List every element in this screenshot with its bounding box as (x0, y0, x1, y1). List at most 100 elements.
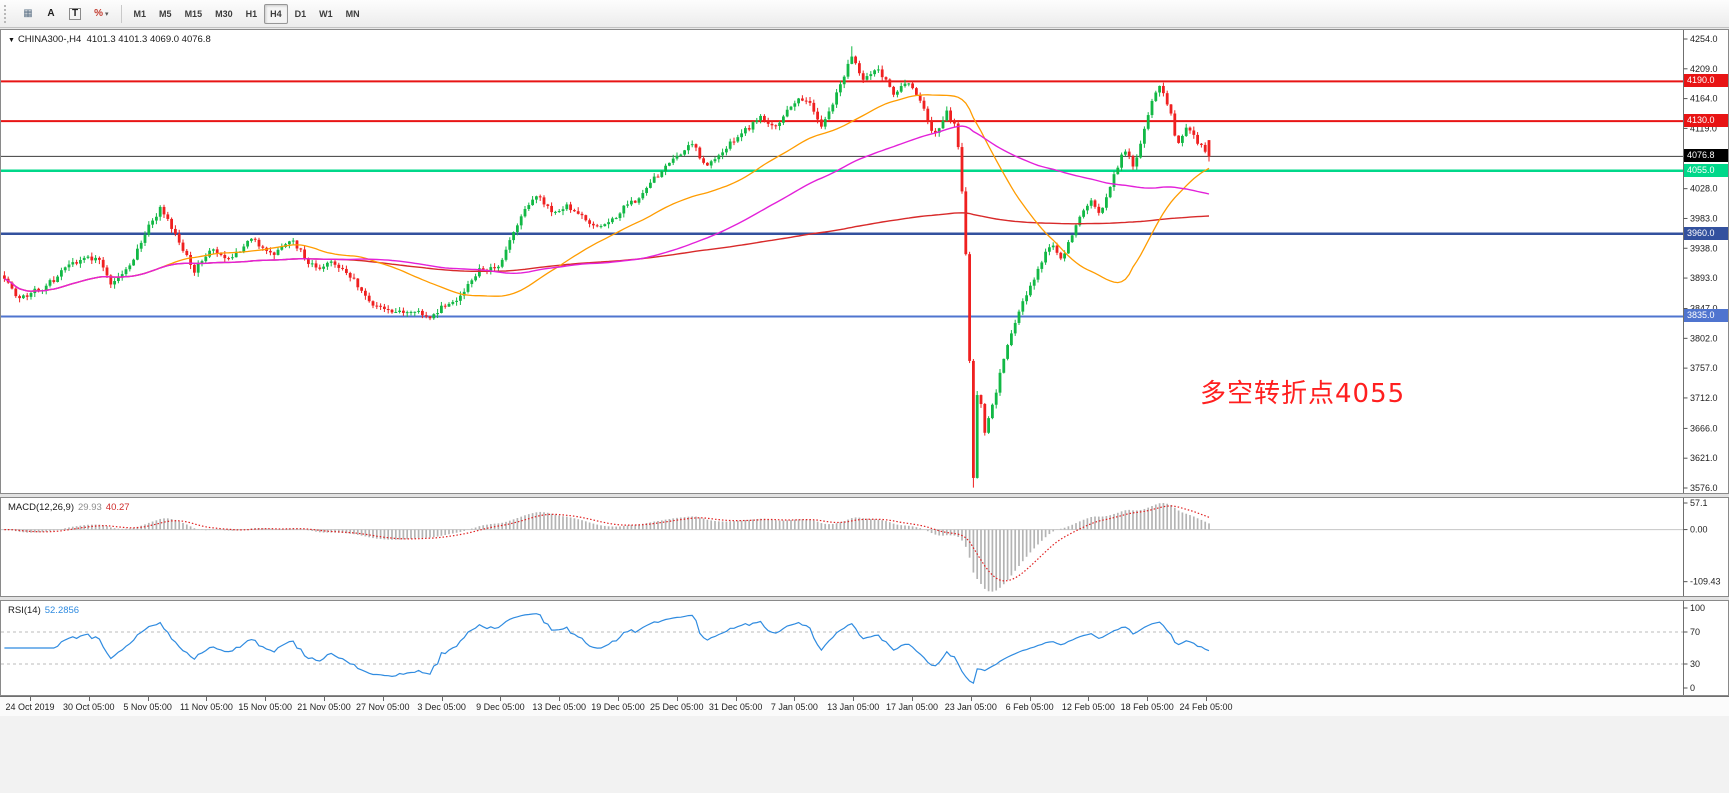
time-label: 19 Dec 05:00 (591, 702, 645, 712)
price-tick: 3621.0 (1690, 453, 1718, 463)
toolbar-separator (121, 5, 122, 23)
time-tick-mark (1030, 697, 1031, 701)
macd-chart-svg[interactable]: 57.1 0.00 -109.43 (0, 497, 1729, 597)
price-tick: 4209.0 (1690, 64, 1718, 74)
text-tool-button[interactable]: T (63, 4, 87, 24)
current-price-label: 4076.8 (1684, 149, 1728, 162)
time-tick-mark (677, 697, 678, 701)
rsi-axis-tick: 0 (1690, 683, 1695, 693)
time-tick-mark (148, 697, 149, 701)
price-label-4130.0: 4130.0 (1684, 114, 1728, 127)
time-label: 24 Oct 2019 (5, 702, 54, 712)
time-label: 17 Jan 05:00 (886, 702, 938, 712)
time-label: 12 Feb 05:00 (1062, 702, 1115, 712)
timeframe-button-group: M1M5M15M30H1H4D1W1MN (128, 4, 366, 24)
price-tick: 3576.0 (1690, 483, 1718, 493)
time-tick-mark (853, 697, 854, 701)
price-tick: 4254.0 (1690, 34, 1718, 44)
time-label: 13 Dec 05:00 (532, 702, 586, 712)
price-tick: 3757.0 (1690, 363, 1718, 373)
time-label: 30 Oct 05:00 (63, 702, 115, 712)
text-label-icon: A (47, 8, 54, 19)
toolbar-icon-group: ▦ A T %▾ (17, 4, 115, 24)
rsi-axis-tick: 100 (1690, 603, 1705, 613)
time-label: 24 Feb 05:00 (1179, 702, 1232, 712)
price-label-4055.0: 4055.0 (1684, 164, 1728, 177)
rsi-axis-tick: 70 (1690, 627, 1700, 637)
time-tick-mark (1147, 697, 1148, 701)
time-tick-mark (206, 697, 207, 701)
time-label: 27 Nov 05:00 (356, 702, 410, 712)
toolbar-drag-handle[interactable] (4, 5, 12, 23)
grid-icon: ▦ (23, 8, 32, 19)
time-tick-mark (1206, 697, 1207, 701)
time-tick-mark (971, 697, 972, 701)
chart-window: 4254.04209.04164.04119.04074.04028.03983… (0, 28, 1729, 793)
timeframe-button-m5[interactable]: M5 (153, 4, 178, 24)
price-chart-svg[interactable]: 4254.04209.04164.04119.04074.04028.03983… (0, 29, 1729, 494)
time-tick-mark (324, 697, 325, 701)
time-tick-mark (89, 697, 90, 701)
timeframe-button-m15[interactable]: M15 (179, 4, 209, 24)
text-tool-icon: T (69, 8, 81, 20)
price-tick: 3802.0 (1690, 333, 1718, 343)
price-tick: 4028.0 (1690, 184, 1718, 194)
price-tick: 3666.0 (1690, 423, 1718, 433)
timeframe-button-m1[interactable]: M1 (128, 4, 153, 24)
timeframe-button-m30[interactable]: M30 (209, 4, 239, 24)
time-label: 18 Feb 05:00 (1121, 702, 1174, 712)
percent-tool-button[interactable]: %▾ (88, 4, 114, 24)
time-tick-mark (736, 697, 737, 701)
price-tick: 3712.0 (1690, 393, 1718, 403)
time-label: 23 Jan 05:00 (945, 702, 997, 712)
price-tick: 4164.0 (1690, 94, 1718, 104)
time-label: 5 Nov 05:00 (123, 702, 172, 712)
toolbar: ▦ A T %▾ M1M5M15M30H1H4D1W1MN (0, 0, 1729, 28)
time-label: 9 Dec 05:00 (476, 702, 525, 712)
price-tick: 3938.0 (1690, 243, 1718, 253)
price-tick: 3983.0 (1690, 213, 1718, 223)
symbol-dropdown-icon[interactable]: ▼ (8, 37, 15, 44)
dropdown-caret-icon[interactable]: ▾ (105, 10, 109, 18)
time-tick-mark (265, 697, 266, 701)
text-label-button[interactable]: A (40, 4, 62, 24)
price-label-3960.0: 3960.0 (1684, 227, 1728, 240)
time-label: 21 Nov 05:00 (297, 702, 351, 712)
time-tick-mark (618, 697, 619, 701)
timeframe-button-h4[interactable]: H4 (264, 4, 288, 24)
bottom-filler (0, 716, 1729, 793)
time-label: 15 Nov 05:00 (238, 702, 292, 712)
price-label-3835.0: 3835.0 (1684, 309, 1728, 322)
grid-button[interactable]: ▦ (17, 4, 39, 24)
price-panel[interactable]: 4254.04209.04164.04119.04074.04028.03983… (0, 29, 1729, 494)
time-tick-mark (383, 697, 384, 701)
time-label: 3 Dec 05:00 (417, 702, 466, 712)
rsi-chart-svg[interactable]: 100 70 30 0 (0, 600, 1729, 696)
time-label: 31 Dec 05:00 (709, 702, 763, 712)
macd-panel[interactable]: 57.10.00-109.43 MACD(12,26,9)29.9340.27 (0, 497, 1729, 597)
time-tick-mark (442, 697, 443, 701)
timeframe-button-h1[interactable]: H1 (240, 4, 264, 24)
time-tick-mark (500, 697, 501, 701)
time-label: 7 Jan 05:00 (771, 702, 818, 712)
time-label: 6 Feb 05:00 (1006, 702, 1054, 712)
time-label: 11 Nov 05:00 (180, 702, 233, 712)
time-tick-mark (1088, 697, 1089, 701)
time-label: 13 Jan 05:00 (827, 702, 879, 712)
macd-axis-tick: 0.00 (1690, 525, 1708, 535)
time-tick-mark (794, 697, 795, 701)
rsi-panel[interactable]: 10070300 RSI(14)52.2856 (0, 600, 1729, 696)
price-label-4190.0: 4190.0 (1684, 74, 1728, 87)
mt4-chart-screen: { "toolbar": { "icons": [ {"name": "grid… (0, 0, 1729, 793)
rsi-axis-tick: 30 (1690, 659, 1700, 669)
macd-axis-tick: -109.43 (1690, 577, 1721, 587)
time-tick-mark (559, 697, 560, 701)
timeframe-button-mn[interactable]: MN (340, 4, 366, 24)
time-tick-mark (912, 697, 913, 701)
time-tick-mark (30, 697, 31, 701)
time-axis[interactable]: 24 Oct 2019 30 Oct 05:00 5 Nov 05:00 11 Nov… (0, 696, 1729, 716)
timeframe-button-d1[interactable]: D1 (289, 4, 313, 24)
time-label: 25 Dec 05:00 (650, 702, 704, 712)
macd-axis-tick: 57.1 (1690, 498, 1708, 508)
timeframe-button-w1[interactable]: W1 (313, 4, 339, 24)
